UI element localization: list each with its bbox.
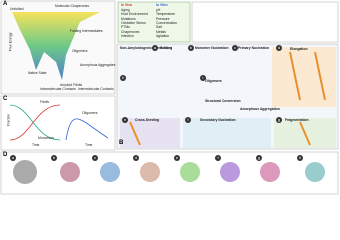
curve-label: Oligomers — [82, 111, 98, 115]
axis-label: Time — [32, 143, 40, 147]
landscape-label: Oligomers — [72, 49, 88, 53]
panel-letter: D — [3, 152, 8, 158]
step-label: Fragmentation — [285, 118, 309, 122]
fibrils — [129, 51, 326, 146]
landscape-label: Folding Intermediates — [70, 29, 103, 33]
panel-letter: C — [3, 96, 8, 102]
panel-c-bg — [0, 95, 116, 151]
landscape-label: Molecular Chaperones — [55, 4, 90, 8]
step-label: Folding — [160, 46, 173, 50]
panel-letter: A — [3, 1, 8, 7]
landscape-label: Unfolded — [10, 7, 24, 11]
sub-letter: b — [51, 155, 57, 161]
step-label: Cross-Seeding — [135, 118, 159, 122]
landscape-label: Native State — [28, 71, 47, 75]
step-label: Secondary Nucleation — [200, 118, 236, 122]
sub-letter: d — [133, 155, 139, 161]
step-label: Amorphous Aggregation — [240, 107, 280, 111]
sub-letter: f — [185, 117, 191, 123]
landscape-label: Amorphous Aggregates — [80, 63, 116, 67]
condition: Chaperones — [121, 29, 140, 34]
axis-label: Fraction — [6, 113, 11, 126]
condition: Infection — [121, 33, 134, 38]
condition: PTMs — [121, 25, 130, 30]
sub-letter: e — [174, 155, 180, 161]
condition: Salt — [156, 25, 162, 30]
figure: A B C D Free Energy Unfolded Molecular Ch… — [0, 0, 339, 195]
condition: Temperature — [156, 12, 176, 17]
sub-letter: d — [276, 45, 282, 51]
sub-letter: g — [276, 117, 282, 123]
assembly-box — [191, 1, 339, 43]
curve-label: Monomers — [38, 136, 55, 140]
landscape-label: Intramolecular Contacts — [40, 87, 76, 91]
oligomer-curve — [65, 118, 109, 141]
secondary-bg — [183, 118, 271, 148]
figure-graphics — [0, 0, 339, 195]
condition: Host Environment — [121, 12, 148, 17]
axis-label: Time — [85, 143, 93, 147]
condition: pH — [156, 8, 161, 12]
monomer-curve — [9, 104, 61, 141]
condition: Mutations — [121, 16, 136, 21]
conditions-title: In Vivo — [121, 3, 133, 7]
curve-label: Fibrils — [40, 100, 50, 104]
landscape-label: Amyloid Fibrils — [60, 83, 83, 87]
energy-funnel — [12, 12, 100, 80]
step-label: Structural Conversion — [205, 99, 241, 103]
condition: Aging — [121, 8, 130, 12]
step-label: Elongation — [290, 47, 308, 51]
sub-letter: g — [256, 155, 262, 161]
sub-letter: f — [215, 155, 221, 161]
condition: Concentration — [156, 20, 178, 25]
step-label: Non-Amyloidogenic Interactions — [120, 46, 173, 50]
conditions-title: In Vitro — [156, 3, 168, 7]
structures — [13, 160, 325, 184]
step-label: Monomer Nucleation — [195, 46, 229, 50]
sub-letter: c — [92, 155, 98, 161]
panel-d-bg — [0, 151, 339, 195]
axis-label: Free Energy — [8, 32, 13, 52]
step-label: Oligomers — [205, 79, 222, 83]
condition: Pressure — [156, 16, 170, 21]
conditions-box — [117, 1, 191, 43]
sub-letter: a — [152, 45, 158, 51]
sub-letter: h — [120, 75, 126, 81]
sub-letter: a — [10, 155, 16, 161]
landscape-label: Intermolecular Contacts — [78, 87, 114, 91]
condition: Agitation — [156, 33, 170, 38]
sub-letter: i — [200, 75, 206, 81]
condition: Metals — [156, 29, 166, 34]
condition: Oxidative Stress — [121, 20, 146, 25]
sub-letter: e — [122, 117, 128, 123]
sub-letter: b — [188, 45, 194, 51]
sub-letter: c — [232, 45, 238, 51]
panel-letter: B — [119, 140, 124, 146]
elongation-bg — [272, 47, 336, 107]
sub-letter: h — [297, 155, 303, 161]
step-label: Primary Nucleation — [238, 46, 269, 50]
